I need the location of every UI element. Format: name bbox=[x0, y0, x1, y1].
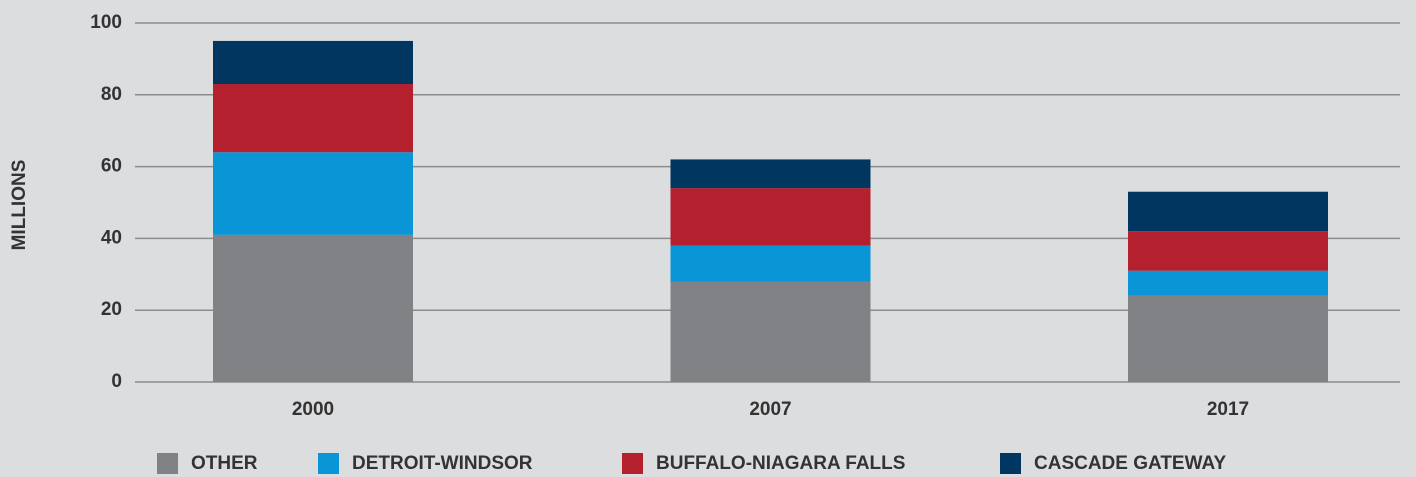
bar-segment bbox=[213, 152, 413, 235]
y-tick-label: 20 bbox=[101, 299, 122, 320]
bar-segment bbox=[1128, 295, 1328, 382]
y-tick-label: 80 bbox=[101, 84, 122, 105]
bar-segment bbox=[670, 188, 871, 246]
bar-segment bbox=[1128, 191, 1328, 232]
legend-swatch bbox=[157, 453, 178, 474]
legend-label: OTHER bbox=[191, 453, 258, 474]
legend-swatch bbox=[622, 453, 643, 474]
y-axis-label: MILLIONS bbox=[9, 160, 30, 251]
x-tick-label: 2017 bbox=[1207, 399, 1249, 420]
x-tick-label: 2007 bbox=[749, 399, 791, 420]
bar-segment bbox=[1128, 270, 1328, 296]
legend-label: DETROIT-WINDSOR bbox=[352, 453, 533, 474]
legend-label: CASCADE GATEWAY bbox=[1034, 453, 1226, 474]
y-tick-label: 100 bbox=[90, 12, 122, 33]
bar-segment bbox=[670, 281, 871, 382]
legend-swatch bbox=[1000, 453, 1021, 474]
legend-swatch bbox=[318, 453, 339, 474]
bar-segment bbox=[213, 84, 413, 153]
y-tick-label: 60 bbox=[101, 156, 122, 177]
x-tick-label: 2000 bbox=[292, 399, 334, 420]
legend-label: BUFFALO-NIAGARA FALLS bbox=[656, 453, 905, 474]
bar-segment bbox=[670, 245, 871, 282]
bar-segment bbox=[213, 234, 413, 382]
bar-segment bbox=[213, 40, 413, 85]
y-tick-label: 40 bbox=[101, 227, 122, 248]
bar-segment bbox=[670, 159, 871, 189]
y-tick-label: 0 bbox=[111, 371, 122, 392]
bar-segment bbox=[1128, 231, 1328, 271]
